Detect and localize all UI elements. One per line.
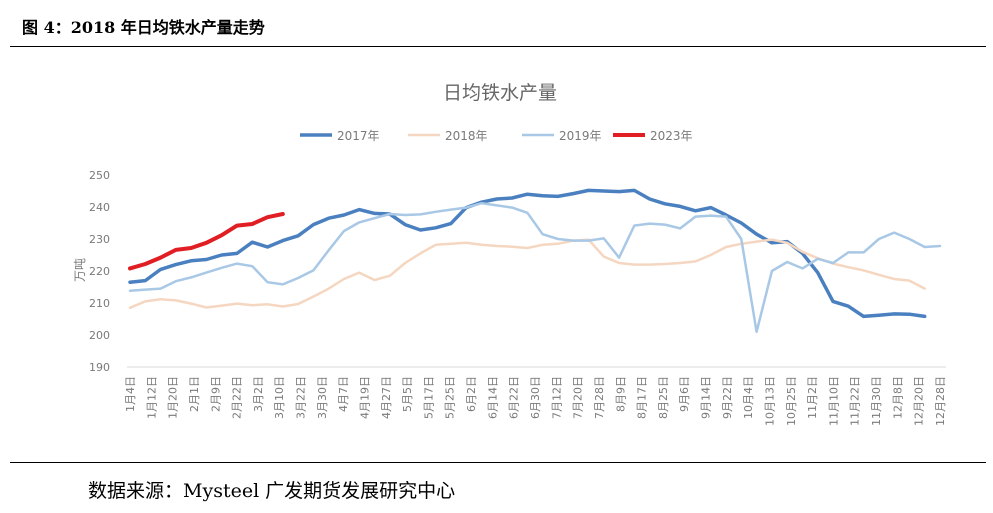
x-tick-label: 1月12日: [145, 376, 158, 419]
x-tick-label: 12月8日: [891, 376, 904, 419]
y-tick-label: 240: [89, 201, 110, 214]
x-tick-label: 3月2日: [252, 376, 265, 412]
x-tick-label: 11月2日: [806, 376, 819, 419]
x-tick-label: 6月2日: [465, 376, 478, 412]
x-tick-label: 8月9日: [614, 376, 627, 412]
x-tick-label: 8月25日: [657, 376, 670, 419]
y-tick-label: 200: [89, 329, 110, 342]
x-tick-label: 4月27日: [380, 376, 393, 419]
y-tick-label: 190: [89, 361, 110, 374]
series-line-1: [128, 238, 926, 310]
figure-footer-rule: [10, 462, 986, 463]
x-tick-label: 2月9日: [209, 376, 222, 412]
x-tick-label: 9月14日: [700, 376, 713, 419]
x-tick-label: 1月4日: [124, 376, 137, 412]
x-tick-label: 7月28日: [593, 376, 606, 419]
legend-label: 2019年: [559, 129, 602, 143]
x-tick-label: 4月7日: [337, 376, 350, 412]
x-tick-label: 2月1日: [188, 376, 201, 412]
x-tick-label: 5月17日: [422, 376, 435, 419]
x-tick-label: 3月10日: [273, 376, 286, 419]
x-tick-label: 12月28日: [934, 376, 947, 426]
y-tick-label: 230: [89, 233, 110, 246]
x-tick-label: 6月22日: [508, 376, 521, 419]
source-note: 数据来源：Mysteel 广发期货发展研究中心: [88, 480, 456, 502]
chart-title: 日均铁水产量: [443, 82, 557, 104]
x-tick-label: 11月30日: [870, 376, 883, 426]
x-tick-label: 1月20日: [167, 376, 180, 419]
x-tick-label: 9月6日: [678, 376, 691, 412]
legend-label: 2023年: [650, 129, 693, 143]
line-chart: 日均铁水产量 2017年 2018年 2019年 2023年 190 200 210 220…: [73, 82, 947, 426]
x-tick-label: 5月5日: [401, 376, 414, 412]
x-tick-label: 3月30日: [316, 376, 329, 419]
series-line-2: [128, 201, 942, 334]
y-axis-title: 万吨: [73, 258, 87, 282]
x-tick-label: 6月30日: [529, 376, 542, 419]
y-axis: 190 200 210 220 230 240 250: [89, 169, 110, 374]
x-tick-label: 2月22日: [231, 376, 244, 419]
x-axis: 1月4日 1月12日 1月20日 2月1日 2月9日 2月22日 3月2日 3月10日 3月22…: [124, 376, 947, 426]
x-tick-label: 4月19日: [358, 376, 371, 419]
y-tick-label: 220: [89, 265, 110, 278]
figure-header: [10, 0, 986, 47]
x-tick-label: 5月25日: [444, 376, 457, 419]
legend-label: 2018年: [445, 129, 488, 143]
x-tick-label: 11月10日: [827, 376, 840, 426]
x-tick-label: 10月25日: [785, 376, 798, 426]
x-tick-label: 10月13日: [763, 376, 776, 426]
x-tick-label: 7月12日: [550, 376, 563, 419]
series-layer: [128, 188, 942, 334]
x-tick-label: 11月22日: [849, 376, 862, 426]
x-tick-label: 7月20日: [572, 376, 585, 419]
x-tick-label: 3月22日: [295, 376, 308, 419]
x-tick-label: 6月14日: [486, 376, 499, 419]
x-tick-label: 10月4日: [742, 376, 755, 419]
legend-label: 2017年: [337, 129, 380, 143]
series-line-3: [128, 212, 285, 271]
chart-legend: 2017年 2018年 2019年 2023年: [300, 129, 693, 143]
y-tick-label: 210: [89, 297, 110, 310]
x-tick-label: 12月20日: [913, 376, 926, 426]
x-tick-label: 8月17日: [636, 376, 649, 419]
y-tick-label: 250: [89, 169, 110, 182]
x-tick-label: 9月22日: [721, 376, 734, 419]
figure-label: 图 4：2018 年日均铁水产量走势: [22, 18, 265, 37]
